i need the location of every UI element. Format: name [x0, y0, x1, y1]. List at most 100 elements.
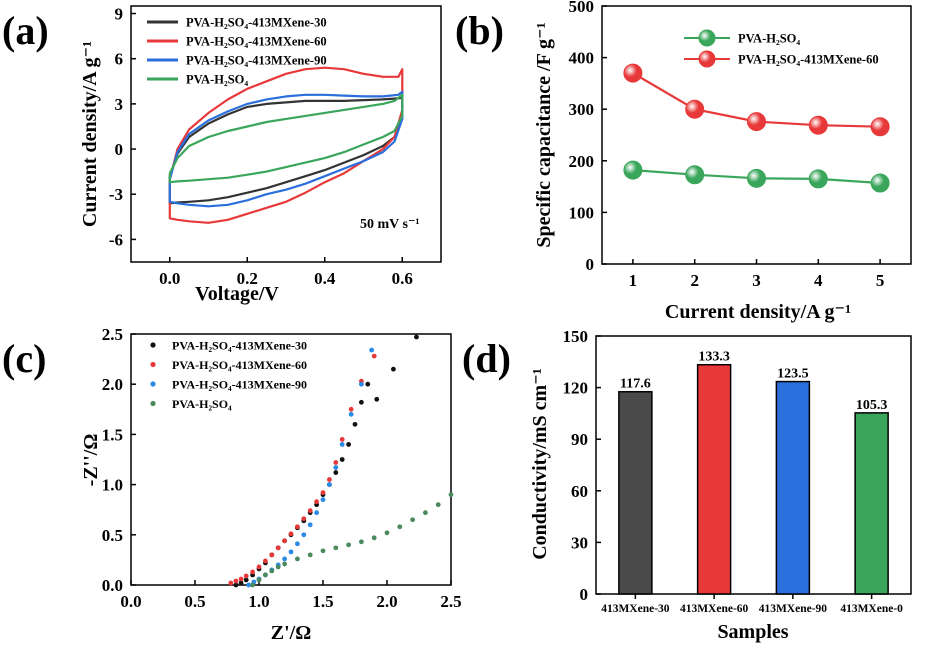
chart-b-legend-label-0: PVA-H₂SO₄: [738, 32, 800, 46]
chart-c-point-3: [410, 517, 415, 523]
chart-c-point-3: [371, 535, 377, 541]
chart-c-point-1: [243, 573, 249, 579]
chart-c-point-3: [333, 545, 339, 551]
chart-b-xtick-label: 2: [690, 271, 699, 290]
chart-b-point-0: [623, 160, 643, 180]
chart-c-point-1: [320, 490, 326, 496]
chart-c-point-0: [238, 580, 244, 586]
chart-a-legend-label-3: PVA-H₂SO₄: [186, 73, 248, 87]
chart-a-ytick-label: -6: [109, 230, 123, 249]
chart-c-point-3: [346, 542, 351, 548]
chart-c-legend-label-0: PVA-H₂SO₄-413MXene-30: [172, 339, 307, 353]
chart-a-legend-label-0: PVA-H₂SO₄-413MXene-30: [186, 16, 327, 30]
chart-c-point-2: [295, 541, 300, 547]
chart-c-legend-label-3: PVA-H₂SO₄: [172, 397, 232, 411]
chart-c-xtick-label: 1.5: [312, 592, 333, 611]
chart-c-point-2: [246, 582, 252, 588]
chart-c-point-0: [346, 442, 351, 447]
chart-c-point-1: [275, 545, 281, 551]
chart-b-ytick-label: 500: [569, 0, 595, 16]
chart-b-ylabel: Specific capacitance /F g⁻¹: [533, 22, 555, 247]
chart-c-point-1: [228, 580, 234, 586]
chart-b-point-0: [685, 165, 705, 185]
chart-d-value-label-2: 123.5: [777, 367, 809, 382]
chart-c-point-1: [333, 460, 339, 465]
chart-c-point-1: [263, 558, 268, 564]
chart-b-specific-capacitance: 0 100 200 300 400 500 1 2 3 4 5 PVA-H₂SO₄ PVA-H₂SO₄-…: [533, 0, 912, 323]
chart-c-point-3: [295, 556, 300, 562]
chart-d-bar-0: [618, 390, 653, 595]
chart-c-xlabel: Z'/Ω: [271, 622, 311, 644]
chart-d-xlabel: Samples: [717, 621, 788, 643]
chart-c-point-2: [339, 442, 345, 447]
chart-d-bar-3: [854, 412, 889, 595]
chart-b-xtick-label: 5: [876, 271, 885, 290]
chart-c-point-0: [339, 457, 345, 462]
chart-a-series-line-3: [168, 93, 404, 184]
chart-c-point-3: [307, 552, 313, 558]
chart-a-ytick-label: 0: [115, 140, 124, 159]
chart-d-category-label-2: 413MXene-90: [759, 603, 828, 615]
chart-c-point-1: [327, 477, 332, 482]
chart-c-point-2: [327, 482, 332, 487]
chart-b-legend-marker-0: [698, 29, 716, 47]
chart-a-annotation: 50 mV s⁻¹: [360, 217, 420, 232]
chart-d-ytick-label: 60: [571, 482, 588, 501]
chart-c-point-3: [435, 502, 441, 508]
chart-c-legend-label-1: PVA-H₂SO₄-413MXene-60: [172, 358, 307, 372]
chart-b-xlabel: Current density/A g⁻¹: [665, 301, 851, 323]
chart-c-point-2: [307, 522, 313, 528]
chart-b-ytick-label: 100: [569, 203, 595, 222]
chart-c-point-2: [348, 411, 354, 417]
chart-d-category-label-3: 413MXene-0: [840, 603, 903, 615]
chart-a-ytick-label: 3: [115, 95, 124, 114]
chart-c-point-1: [250, 569, 256, 575]
chart-d-ylabel: Conductivity/mS cm⁻¹: [529, 368, 551, 560]
chart-b-point-1: [685, 99, 705, 119]
chart-c-point-1: [269, 552, 275, 558]
panel-label-a: (a): [2, 8, 49, 53]
chart-c-legend-marker-3: [150, 400, 156, 407]
chart-c-point-1: [348, 406, 354, 412]
chart-d-conductivity: 0 30 60 90 120 150 117.6 413MXene-30 133.3 413MXe…: [529, 327, 912, 643]
chart-d-bar-2: [775, 380, 811, 595]
chart-b-point-1: [808, 115, 828, 135]
chart-c-point-2: [369, 347, 375, 353]
chart-c-point-0: [359, 399, 364, 405]
chart-d-ytick-label: 0: [580, 585, 589, 604]
chart-a-cv-curves: -6 -3 0 3 6 9 0.0 0.2 0.4 0.6 PVA-H₂SO₄-413MXene-3…: [79, 5, 442, 305]
chart-b-ytick-label: 200: [569, 152, 595, 171]
chart-b-xtick-label: 3: [752, 271, 761, 290]
chart-b-point-0: [808, 169, 828, 189]
chart-c-point-3: [275, 564, 281, 570]
chart-c-ytick-label: 1.5: [102, 425, 123, 444]
chart-c-point-3: [384, 530, 390, 536]
chart-c-frame: [130, 333, 452, 586]
chart-b-xtick-label: 1: [629, 271, 638, 290]
chart-c-point-2: [282, 556, 287, 562]
chart-c-point-2: [301, 532, 307, 538]
chart-c-ytick-label: 2.5: [102, 325, 123, 344]
chart-a-xtick-label: 0.6: [392, 269, 413, 288]
chart-b-legend-marker-1: [698, 50, 716, 68]
chart-d-category-label-0: 413MXene-30: [601, 603, 670, 615]
chart-c-point-2: [333, 465, 339, 470]
chart-c-point-1: [295, 524, 300, 530]
chart-c-point-3: [269, 568, 275, 574]
chart-b-point-0: [747, 168, 766, 188]
chart-c-point-0: [233, 582, 239, 588]
panel-label-d: (d): [462, 336, 511, 381]
chart-c-legend-marker-0: [150, 342, 156, 348]
chart-c-point-2: [359, 381, 364, 387]
chart-a-frame: [130, 5, 442, 263]
chart-d-value-label-0: 117.6: [620, 377, 651, 392]
chart-b-point-0: [870, 173, 890, 193]
chart-c-point-3: [263, 572, 268, 578]
chart-c-point-1: [288, 531, 294, 537]
chart-a-ytick-label: -3: [109, 185, 123, 204]
chart-c-ytick-label: 0.5: [102, 526, 123, 545]
chart-c-xtick-label: 0.5: [184, 592, 205, 611]
chart-c-point-0: [333, 470, 339, 475]
chart-d-value-label-3: 105.3: [856, 398, 888, 413]
chart-c-ytick-label: 2.0: [102, 375, 123, 394]
